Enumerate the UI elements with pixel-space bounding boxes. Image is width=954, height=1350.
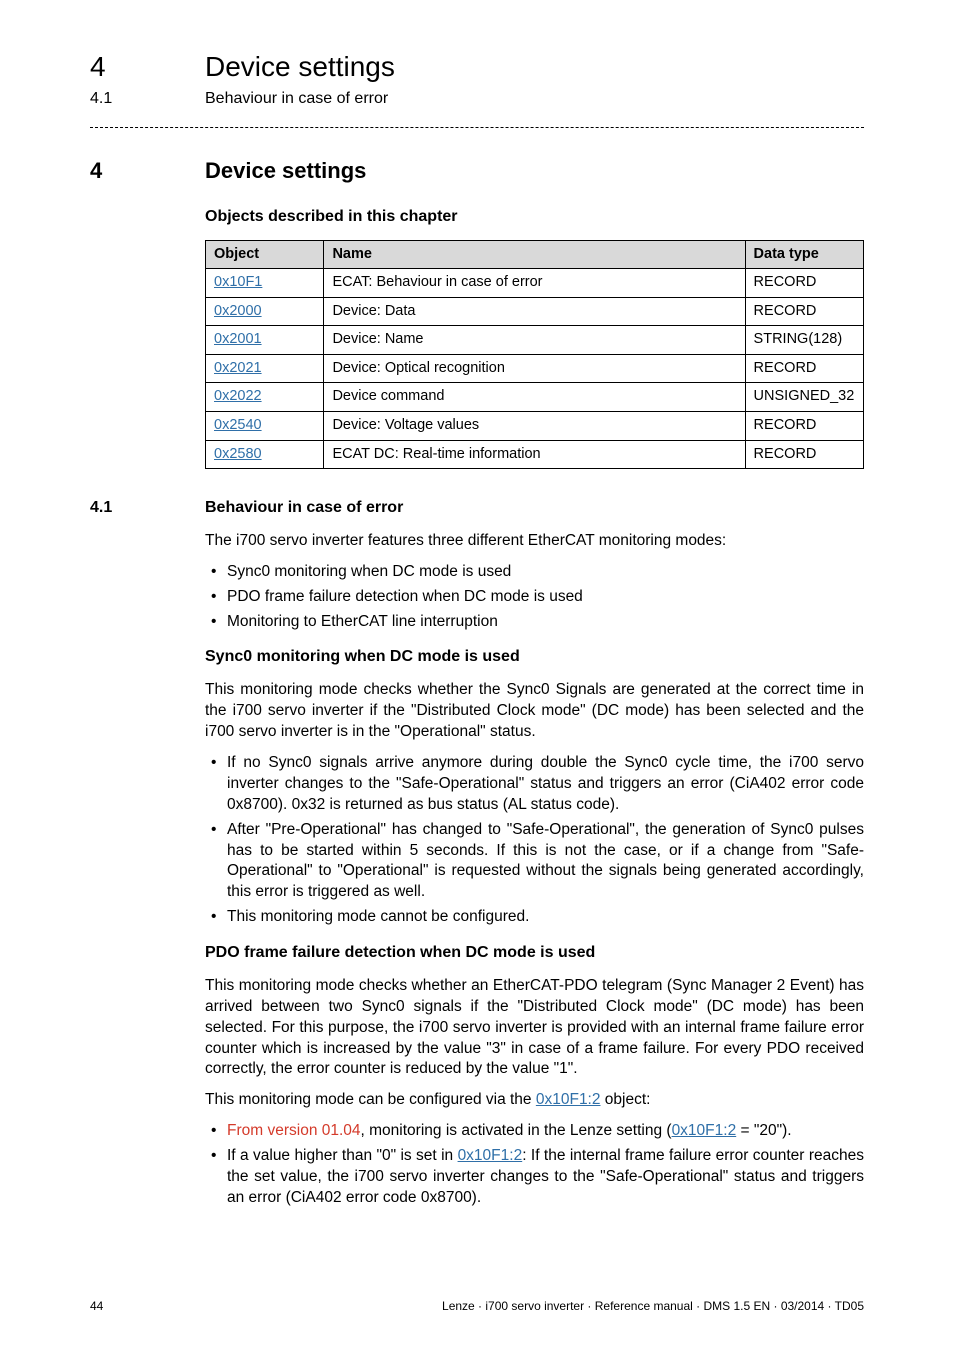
- pdo-p2-post: object:: [601, 1091, 651, 1108]
- object-name: Device: Voltage values: [324, 412, 745, 441]
- modes-list: Sync0 monitoring when DC mode is used PDO…: [205, 562, 864, 633]
- col-type: Data type: [745, 240, 863, 269]
- object-type: RECORD: [745, 354, 863, 383]
- table-row: 0x10F1ECAT: Behaviour in case of errorRE…: [206, 269, 864, 298]
- table-row: 0x2540Device: Voltage valuesRECORD: [206, 412, 864, 441]
- list-item: PDO frame failure detection when DC mode…: [205, 587, 864, 608]
- pdo-heading: PDO frame failure detection when DC mode…: [205, 942, 864, 964]
- list-item: From version 01.04, monitoring is activa…: [205, 1121, 864, 1142]
- object-link[interactable]: 0x10F1:2: [672, 1122, 737, 1139]
- col-object: Object: [206, 240, 324, 269]
- list-item: Sync0 monitoring when DC mode is used: [205, 562, 864, 583]
- running-sec-title: Behaviour in case of error: [205, 88, 388, 110]
- chapter-heading: 4 Device settings: [90, 156, 864, 186]
- objects-table: Object Name Data type 0x10F1ECAT: Behavi…: [205, 240, 864, 470]
- content: Objects described in this chapter Object…: [205, 206, 864, 1209]
- object-link[interactable]: 0x2001: [206, 326, 324, 355]
- object-link[interactable]: 0x2580: [206, 440, 324, 469]
- table-row: 0x2000Device: DataRECORD: [206, 297, 864, 326]
- object-name: Device: Optical recognition: [324, 354, 745, 383]
- page-number: 44: [90, 1298, 103, 1314]
- table-row: 0x2580ECAT DC: Real-time informationRECO…: [206, 440, 864, 469]
- object-type: RECORD: [745, 297, 863, 326]
- page-footer: 44 Lenze · i700 servo inverter · Referen…: [90, 1298, 864, 1314]
- imprint: Lenze · i700 servo inverter · Reference …: [442, 1298, 864, 1314]
- list-item: Monitoring to EtherCAT line interruption: [205, 612, 864, 633]
- table-row: 0x2001Device: NameSTRING(128): [206, 326, 864, 355]
- object-name: Device command: [324, 383, 745, 412]
- object-link[interactable]: 0x10F1:2: [536, 1091, 601, 1108]
- object-type: UNSIGNED_32: [745, 383, 863, 412]
- running-sec-no: 4.1: [90, 88, 205, 110]
- section-title: Behaviour in case of error: [205, 497, 403, 519]
- sync0-list: If no Sync0 signals arrive anymore durin…: [205, 753, 864, 928]
- object-link[interactable]: 0x2540: [206, 412, 324, 441]
- col-name: Name: [324, 240, 745, 269]
- table-row: 0x2021Device: Optical recognitionRECORD: [206, 354, 864, 383]
- pdo-paragraph-2: This monitoring mode can be configured v…: [205, 1090, 864, 1111]
- chapter-number: 4: [90, 156, 205, 186]
- list-item: If no Sync0 signals arrive anymore durin…: [205, 753, 864, 816]
- object-type: STRING(128): [745, 326, 863, 355]
- object-type: RECORD: [745, 269, 863, 298]
- pdo-p2-pre: This monitoring mode can be configured v…: [205, 1091, 536, 1108]
- sync0-heading: Sync0 monitoring when DC mode is used: [205, 646, 864, 668]
- object-name: Device: Data: [324, 297, 745, 326]
- running-sub: 4.1 Behaviour in case of error: [90, 88, 864, 110]
- running-chap-title: Device settings: [205, 48, 395, 86]
- object-link[interactable]: 0x2000: [206, 297, 324, 326]
- table-header-row: Object Name Data type: [206, 240, 864, 269]
- chapter-title: Device settings: [205, 156, 366, 186]
- text: , monitoring is activated in the Lenze s…: [361, 1122, 672, 1139]
- pdo-list: From version 01.04, monitoring is activa…: [205, 1121, 864, 1209]
- object-type: RECORD: [745, 412, 863, 441]
- section-number: 4.1: [90, 497, 205, 519]
- list-item: After "Pre-Operational" has changed to "…: [205, 820, 864, 904]
- sync0-paragraph: This monitoring mode checks whether the …: [205, 680, 864, 743]
- object-link[interactable]: 0x2021: [206, 354, 324, 383]
- intro-paragraph: The i700 servo inverter features three d…: [205, 531, 864, 552]
- version-note: From version 01.04: [227, 1122, 361, 1139]
- object-name: ECAT DC: Real-time information: [324, 440, 745, 469]
- text: = "20").: [736, 1122, 791, 1139]
- pdo-paragraph-1: This monitoring mode checks whether an E…: [205, 976, 864, 1081]
- objects-heading: Objects described in this chapter: [205, 206, 864, 228]
- running-head: 4 Device settings: [90, 48, 864, 86]
- list-item: If a value higher than "0" is set in 0x1…: [205, 1146, 864, 1209]
- section-heading: 4.1 Behaviour in case of error: [90, 497, 864, 519]
- text: If a value higher than "0" is set in: [227, 1147, 458, 1164]
- object-link[interactable]: 0x10F1: [206, 269, 324, 298]
- object-link[interactable]: 0x10F1:2: [458, 1147, 523, 1164]
- running-chap-no: 4: [90, 48, 205, 86]
- object-name: ECAT: Behaviour in case of error: [324, 269, 745, 298]
- list-item: This monitoring mode cannot be configure…: [205, 907, 864, 928]
- object-link[interactable]: 0x2022: [206, 383, 324, 412]
- object-type: RECORD: [745, 440, 863, 469]
- object-name: Device: Name: [324, 326, 745, 355]
- divider-dashed: [90, 127, 864, 128]
- page: 4 Device settings 4.1 Behaviour in case …: [0, 0, 954, 1350]
- table-row: 0x2022Device commandUNSIGNED_32: [206, 383, 864, 412]
